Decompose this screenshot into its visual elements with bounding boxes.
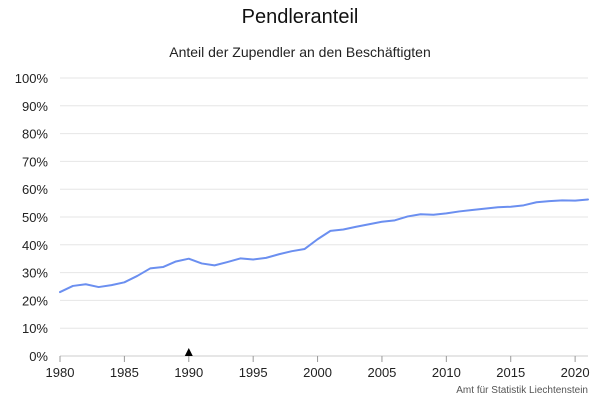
marker-triangle-icon bbox=[184, 348, 193, 356]
x-tick-label: 1990 bbox=[174, 365, 203, 380]
y-tick-label: 50% bbox=[22, 210, 48, 225]
x-tick-label: 2015 bbox=[496, 365, 525, 380]
x-tick-label: 1995 bbox=[239, 365, 268, 380]
y-tick-label: 80% bbox=[22, 127, 48, 142]
x-tick-label: 1985 bbox=[110, 365, 139, 380]
y-tick-label: 60% bbox=[22, 182, 48, 197]
chart-title: Pendleranteil bbox=[241, 6, 359, 28]
x-tick-label: 2005 bbox=[367, 365, 396, 380]
y-tick-label: 100% bbox=[15, 71, 49, 86]
series-line bbox=[59, 198, 589, 294]
chart-subtitle: Anteil der Zupendler an den Beschäftigte… bbox=[169, 44, 431, 60]
chart-credits: Amt für Statistik Liechtenstein bbox=[456, 385, 588, 396]
y-tick-label: 70% bbox=[22, 154, 48, 169]
x-tick-label: 2010 bbox=[432, 365, 461, 380]
y-tick-label: 0% bbox=[29, 349, 48, 364]
x-tick-label: 2020 bbox=[561, 365, 590, 380]
x-tick-label: 1980 bbox=[46, 365, 75, 380]
y-tick-label: 10% bbox=[22, 321, 48, 336]
y-tick-label: 90% bbox=[22, 99, 48, 114]
x-tick-label: 2000 bbox=[303, 365, 332, 380]
y-tick-label: 40% bbox=[22, 238, 48, 253]
y-tick-label: 30% bbox=[22, 266, 48, 281]
y-tick-label: 20% bbox=[22, 293, 48, 308]
